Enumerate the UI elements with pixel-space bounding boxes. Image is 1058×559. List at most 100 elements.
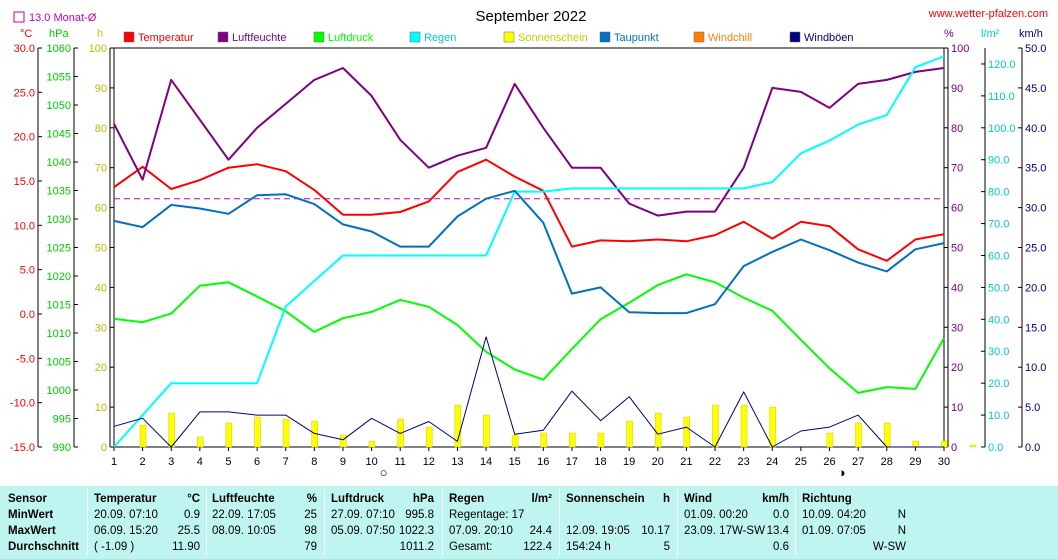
stats-value: N [897, 525, 906, 537]
website-link[interactable]: www.wetter-pfalzen.com [928, 8, 1048, 20]
axis-tick-label: 120.0 [988, 59, 1016, 71]
axis-tick-label: 90.0 [988, 155, 1009, 167]
stats-value: 1022.3 [398, 525, 434, 537]
axis-unit-pressure: hPa [49, 28, 69, 40]
stats-value: 98 [304, 525, 317, 537]
x-tick-label: 7 [283, 456, 289, 468]
moon-phase-icon: ○ [380, 465, 388, 480]
x-tick-label: 11 [394, 456, 405, 468]
x-tick-label: 17 [566, 456, 578, 468]
axis-tick-label: 1000 [47, 385, 71, 397]
axis-tick-label: 20.0 [1025, 282, 1046, 294]
stats-time: ( -1.09 ) [94, 541, 135, 553]
axis-tick-label: 0.0 [988, 442, 1003, 454]
stats-unit: % [306, 493, 317, 505]
axis-tick-label: 0.0 [1025, 442, 1040, 454]
stats-value: 122.4 [523, 541, 552, 553]
x-tick-label: 8 [311, 456, 317, 468]
axis-tick-label: 0 [951, 442, 957, 454]
axis-tick-label: 5.0 [20, 265, 35, 277]
x-tick-label: 18 [594, 456, 606, 468]
axis-tick-label: 1025 [47, 243, 71, 255]
axis-tick-label: 1035 [47, 186, 71, 198]
axis-tick-label: 10.0 [1025, 362, 1046, 374]
legend-swatch [599, 31, 611, 43]
axis-tick-label: 80.0 [988, 187, 1009, 199]
stats-col-wind: Wind km/h 01.09. 00:20 0.0 23.09. 17W-SW 13… [684, 491, 789, 555]
axis-tick-label: 1020 [47, 271, 71, 283]
stats-value: 0.0 [773, 509, 789, 521]
stats-unit: hPa [412, 493, 434, 505]
stats-header-sensor: Sensor [8, 493, 47, 505]
axis-tick-label: 100.0 [988, 123, 1016, 135]
sunshine-bar [912, 440, 920, 448]
x-tick-label: 30 [938, 456, 950, 468]
stats-col-richtung: Richtung 10.09. 04:20 N 01.09. 07:05 N W-S… [802, 491, 906, 555]
stats-value: 995.8 [405, 509, 434, 521]
stats-value: 10.17 [641, 525, 670, 537]
legend-label: Windchill [708, 32, 752, 44]
axis-tick-label: 0 [101, 442, 107, 454]
stats-col-sensor: Sensor MinWert MaxWert Durchschnitt [8, 491, 86, 555]
month-avg-legend-box [13, 11, 25, 23]
x-tick-label: 23 [738, 456, 750, 468]
stats-value: N [897, 509, 906, 521]
stats-value: 0.6 [773, 541, 789, 553]
sunshine-bar [340, 434, 347, 448]
x-tick-label: 14 [480, 456, 492, 468]
axis-tick-label: 50 [95, 243, 107, 255]
axis-tick-label: 1040 [47, 157, 71, 169]
stats-unit: l/m² [531, 493, 552, 505]
stats-header: Luftfeuchte [212, 493, 275, 505]
month-avg-legend: 13.0 Monat-Ø [29, 12, 97, 24]
plot-area [113, 47, 945, 448]
sunshine-bar [597, 432, 605, 448]
x-tick-label: 12 [423, 456, 435, 468]
sunshine-bar [941, 440, 948, 448]
axis-tick-label: 15.0 [1025, 322, 1046, 334]
x-tick-label: 25 [795, 456, 807, 468]
stats-unit: °C [187, 493, 200, 505]
axis-tick-label: 1045 [47, 129, 71, 141]
stats-time: Regentage: 17 [449, 509, 525, 521]
axis-tick-label: 20 [95, 362, 107, 374]
sunshine-bar [712, 404, 719, 448]
x-tick-label: 13 [451, 456, 463, 468]
stats-unit: km/h [762, 493, 789, 505]
axis-tick-label: 50 [951, 243, 963, 255]
axis-tick-label: 10.0 [988, 410, 1009, 422]
x-tick-label: 28 [881, 456, 893, 468]
series-line-luftdruck [113, 273, 945, 394]
stats-value: 24.4 [529, 525, 552, 537]
stats-header: Wind [684, 493, 712, 505]
weather-chart: Temperatur Luftfeuchte Luftdruck Regen Sonne… [10, 8, 1048, 480]
axis-tick-label: 30.0 [988, 346, 1009, 358]
stats-label-min: MinWert [8, 509, 54, 521]
axis-tick-label: -15.0 [10, 442, 35, 454]
sunshine-bar [139, 424, 147, 448]
stats-time: 27.09. 07:10 [331, 509, 395, 521]
axis-tick-label: 1030 [47, 214, 71, 226]
stats-label-max: MaxWert [8, 525, 56, 537]
x-tick-label: 10 [365, 456, 377, 468]
sunshine-bar [540, 432, 547, 448]
stats-time: 01.09. 00:20 [684, 509, 748, 521]
x-tick-label: 4 [197, 456, 203, 468]
legend-swatch [693, 31, 705, 43]
sunshine-bar [883, 422, 891, 448]
chart-title: September 2022 [476, 8, 587, 25]
sunshine-bar [654, 412, 662, 448]
axis-tick-label: 35.0 [1025, 163, 1046, 175]
sunshine-bar [196, 436, 204, 448]
x-tick-label: 9 [340, 456, 346, 468]
x-tick-label: 1 [111, 456, 117, 468]
sunshine-bar [855, 422, 862, 448]
stats-label-avg: Durchschnitt [8, 541, 79, 553]
x-tick-label: 26 [823, 456, 835, 468]
axis-tick-label: 10 [951, 402, 963, 414]
sunshine-bar [626, 420, 633, 448]
sunshine-bar [569, 432, 576, 448]
axis-tick-label: 5.0 [1025, 402, 1040, 414]
x-tick-label: 27 [852, 456, 864, 468]
axis-tick-label: 40.0 [1025, 123, 1046, 135]
